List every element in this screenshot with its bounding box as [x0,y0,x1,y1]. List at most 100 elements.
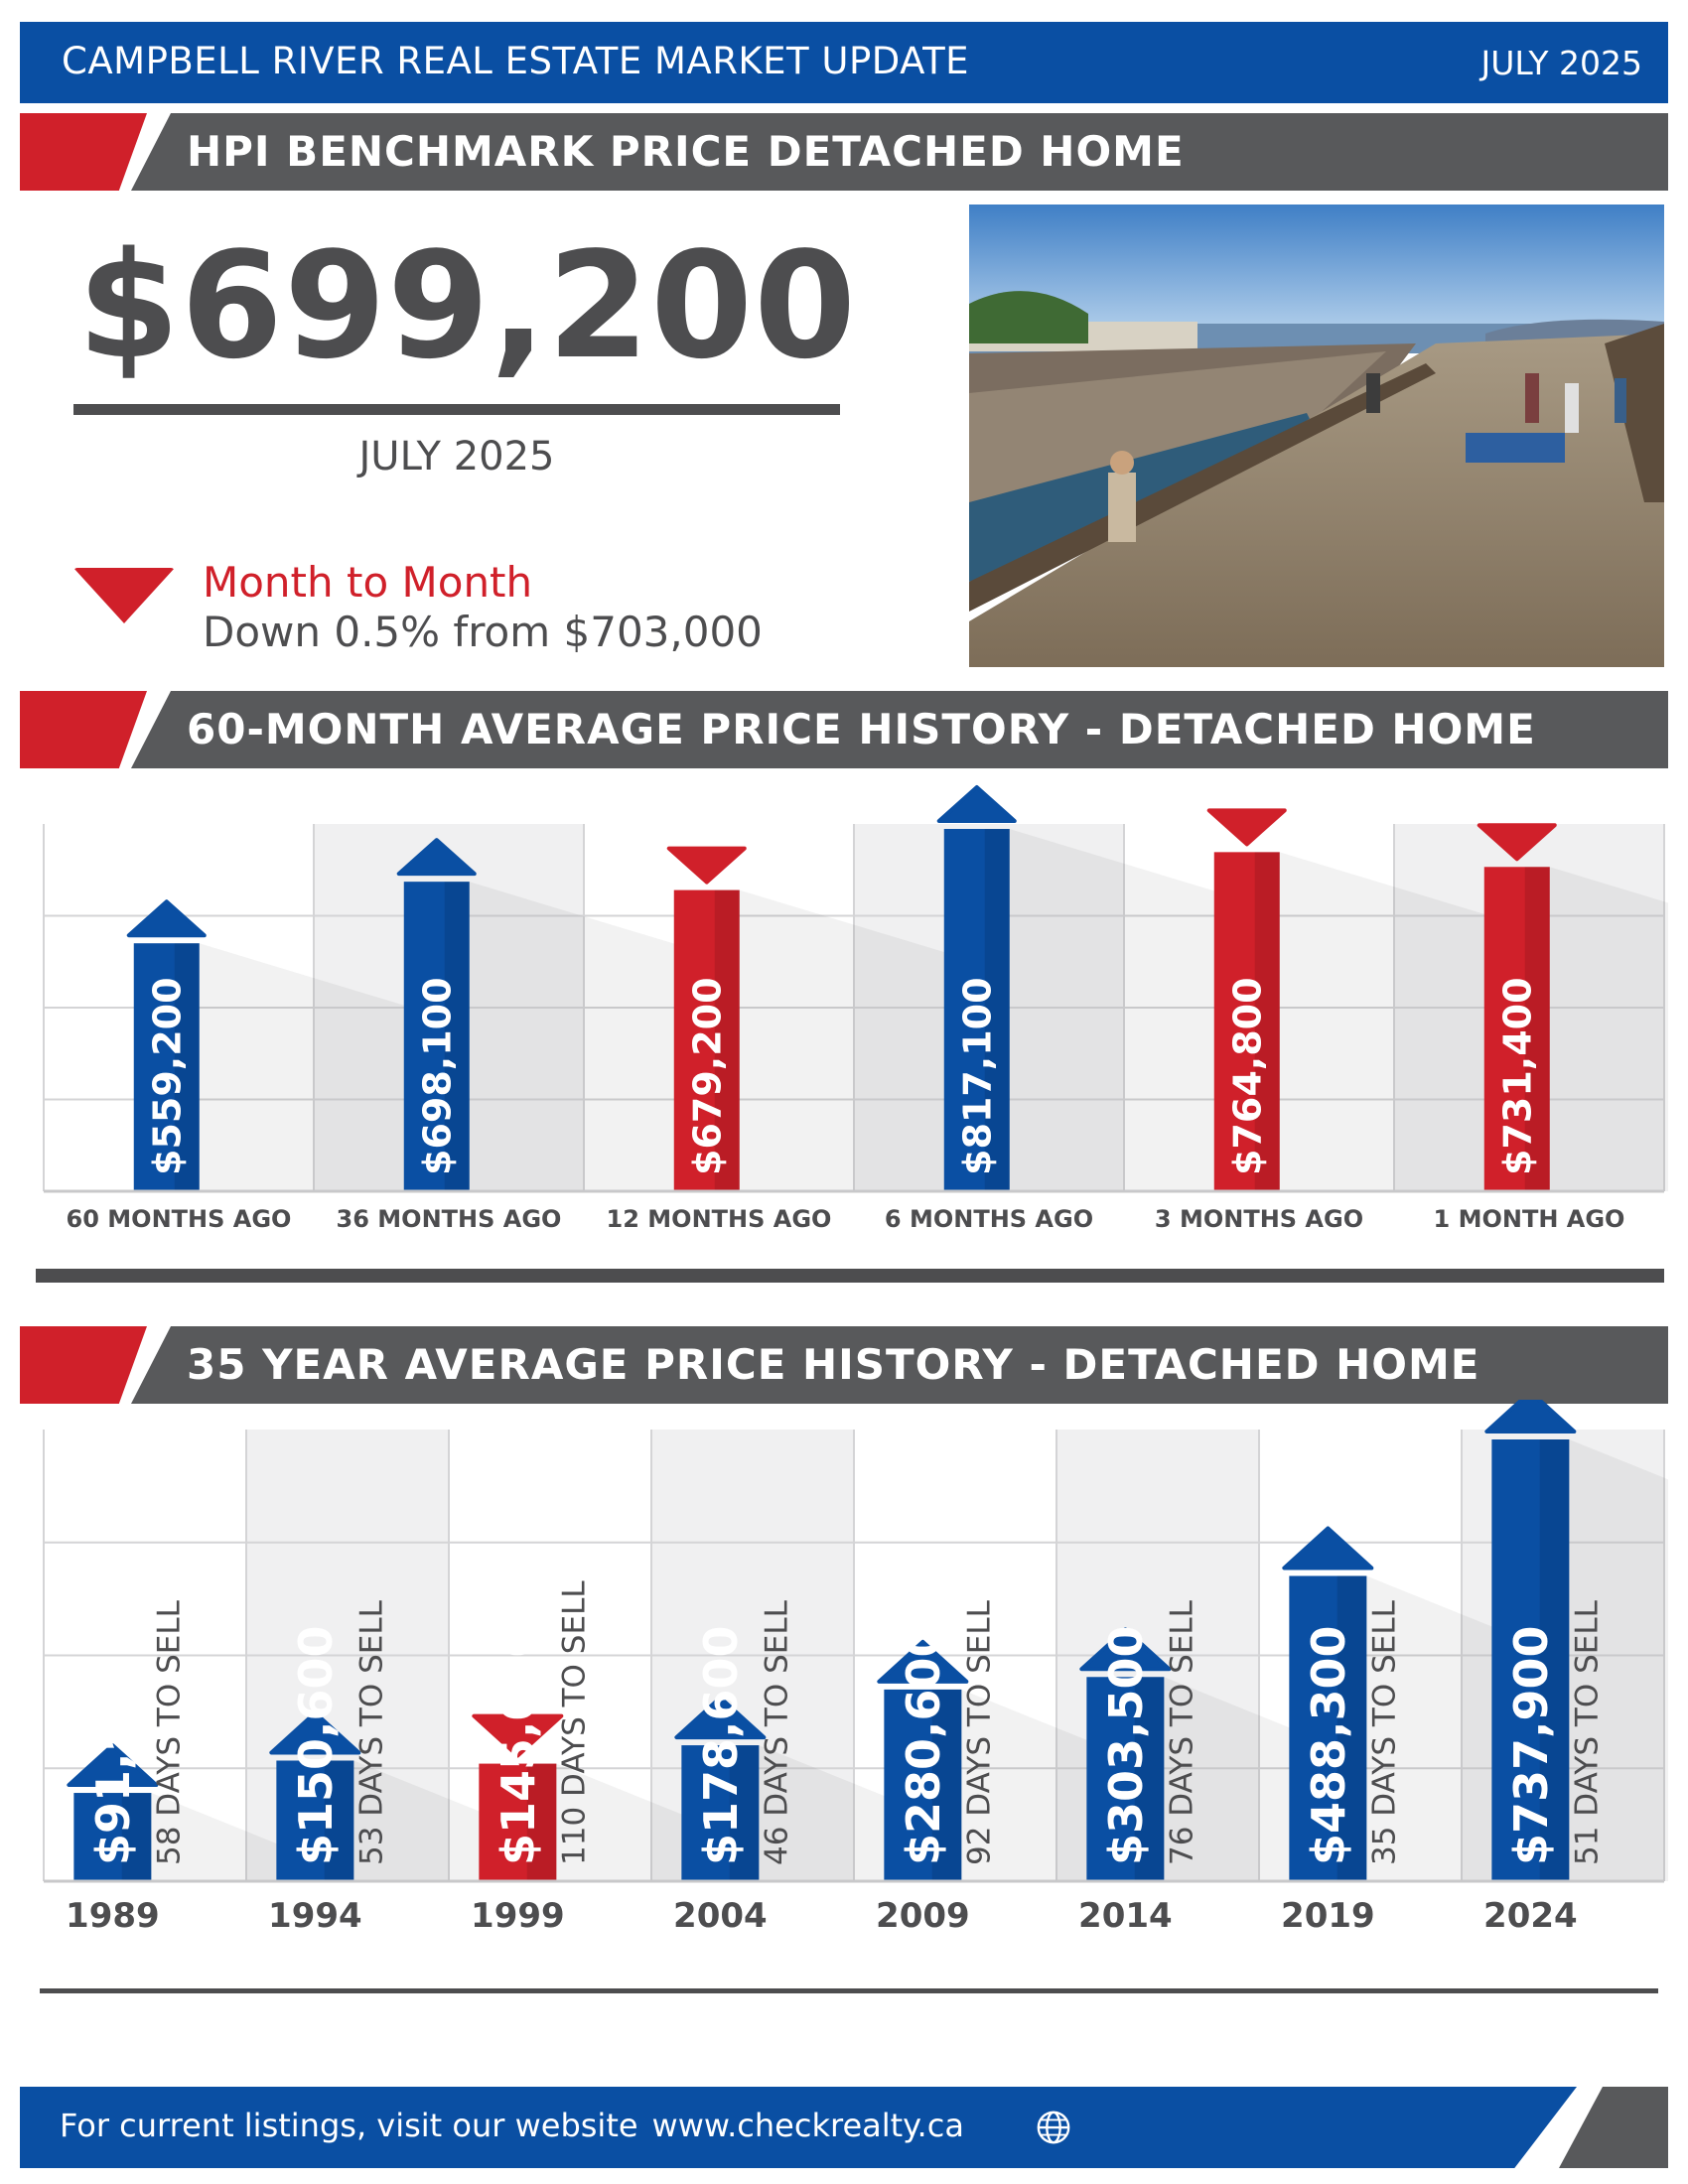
category-label: 2004 [673,1896,768,1936]
bar-highlight [931,1689,962,1881]
change-label: Month to Month [203,558,533,607]
up-arrow-icon [396,838,477,877]
chart-60-month-svg: $559,200 60 MONTHS AGO $698,100 36 MONTHS A… [43,785,1688,1233]
category-label: 60 MONTHS AGO [67,1205,292,1233]
bar [73,1793,152,1881]
category-label: 1989 [66,1896,160,1936]
bar-highlight [729,1745,760,1881]
category-label: 3 MONTHS AGO [1155,1205,1363,1233]
bar-value-label: $737,900 [1504,1625,1558,1865]
section-accent [20,691,147,768]
section-background [131,691,1668,768]
website-link[interactable]: www.checkrealty.ca [651,2107,964,2144]
bar-shadow [1569,1439,1688,1881]
category-label: 12 MONTHS AGO [607,1205,832,1233]
category-label: 2009 [876,1896,970,1936]
bar-value-label: $679,200 [685,977,729,1175]
up-arrow-icon [1282,1526,1374,1570]
bar-shadow [739,889,969,1191]
bar-highlight [1336,1575,1367,1881]
section-title-hpi: HPI BENCHMARK PRICE DETACHED HOME [187,127,1185,176]
footer-bar: For current listings, visit our website w… [20,2087,1668,2168]
bar-value-label: $817,100 [955,977,999,1175]
up-arrow-icon [1484,1390,1577,1433]
bar-shadow [1009,829,1239,1191]
category-label: 2014 [1078,1896,1173,1936]
bar-value-label: $91,500 [86,1657,140,1865]
chart-divider [36,1269,1664,1283]
days-to-sell-label: 92 DAYS TO SELL [961,1599,997,1865]
bar-highlight [174,943,200,1191]
up-arrow-icon [936,785,1017,823]
chart-divider [40,1988,1658,1993]
bar-shadow [1549,867,1688,1191]
bar-value-label: $764,800 [1225,977,1269,1175]
up-arrow-icon [269,1710,361,1755]
bar-highlight [444,882,470,1191]
down-arrow-icon [472,1713,564,1758]
section-bar-35-year: 35 YEAR AVERAGE PRICE HISTORY - DETACHED… [20,1326,1668,1404]
bar-highlight [1254,852,1280,1191]
section-accent [20,113,147,191]
down-arrow-icon [73,568,175,623]
bar-highlight [526,1763,557,1881]
bar-value-label: $698,100 [415,977,459,1175]
section-accent [20,1326,147,1404]
bar-highlight [714,889,740,1191]
days-to-sell-label: 51 DAYS TO SELL [1569,1599,1605,1865]
days-to-sell-label: 58 DAYS TO SELL [151,1599,187,1865]
category-label: 2024 [1483,1896,1578,1936]
bar [1213,852,1280,1191]
bar-value-label: $731,400 [1495,977,1539,1175]
down-arrow-icon [666,846,747,885]
category-label: 6 MONTHS AGO [885,1205,1093,1233]
section-bar-60-month: 60-MONTH AVERAGE PRICE HISTORY - DETACHE… [20,691,1668,768]
bar-highlight [1134,1677,1165,1881]
category-label: 1 MONTH AGO [1434,1205,1625,1233]
bar [1289,1575,1367,1881]
globe-icon[interactable] [1035,2109,1072,2146]
section-title-35-year: 35 YEAR AVERAGE PRICE HISTORY - DETACHED… [187,1340,1480,1389]
bar-highlight [984,829,1010,1191]
bar-highlight [1524,867,1550,1191]
bar [884,1689,962,1881]
chart-35-year: $91,500 58 DAYS TO SELL 1989 $150,600 53 DAY… [20,1390,1688,2015]
section-title-60-month: 60-MONTH AVERAGE PRICE HISTORY - DETACHE… [187,705,1536,753]
header-title: CAMPBELL RIVER REAL ESTATE MARKET UPDATE [62,40,970,82]
bar [943,829,1010,1191]
section-background [131,1326,1668,1404]
bar [1483,867,1550,1191]
header-bar: CAMPBELL RIVER REAL ESTATE MARKET UPDATE… [20,22,1668,103]
bar-value-label: $303,500 [1099,1625,1153,1865]
bar [681,1745,760,1881]
down-arrow-icon [1206,808,1287,847]
days-to-sell-label: 46 DAYS TO SELL [759,1599,794,1865]
section-bar-hpi: HPI BENCHMARK PRICE DETACHED HOME [20,113,1668,191]
footer-text-row: For current listings, visit our website w… [60,2107,964,2144]
change-text: Down 0.5% from $703,000 [203,608,763,656]
bar-value-label: $488,300 [1302,1625,1355,1865]
bar [276,1760,354,1881]
benchmark-price: $699,200 [77,220,858,391]
up-arrow-icon [67,1743,159,1788]
pier-photo-illustration [969,205,1664,667]
bar-shadow [199,943,429,1191]
bar-value-label: $150,600 [289,1625,343,1865]
bar [479,1763,557,1881]
category-label: 1994 [268,1896,362,1936]
bar [1086,1677,1165,1881]
bar-highlight [121,1793,152,1881]
pier-photo [969,205,1664,667]
footer-background [20,2087,1577,2168]
days-to-sell-label: 53 DAYS TO SELL [353,1599,389,1865]
bar-value-label: $280,600 [897,1625,950,1865]
bar-highlight [324,1760,354,1881]
bar-value-label: $559,200 [145,977,189,1175]
benchmark-date: JULY 2025 [358,434,555,479]
footer-text: For current listings, visit our website [60,2107,638,2144]
bar-shadow [1279,852,1509,1191]
bar-highlight [1539,1439,1570,1881]
chart-35-year-svg: $91,500 58 DAYS TO SELL 1989 $150,600 53 DAY… [43,1390,1688,1936]
category-label: 1999 [471,1896,565,1936]
bar-shadow [469,882,699,1191]
